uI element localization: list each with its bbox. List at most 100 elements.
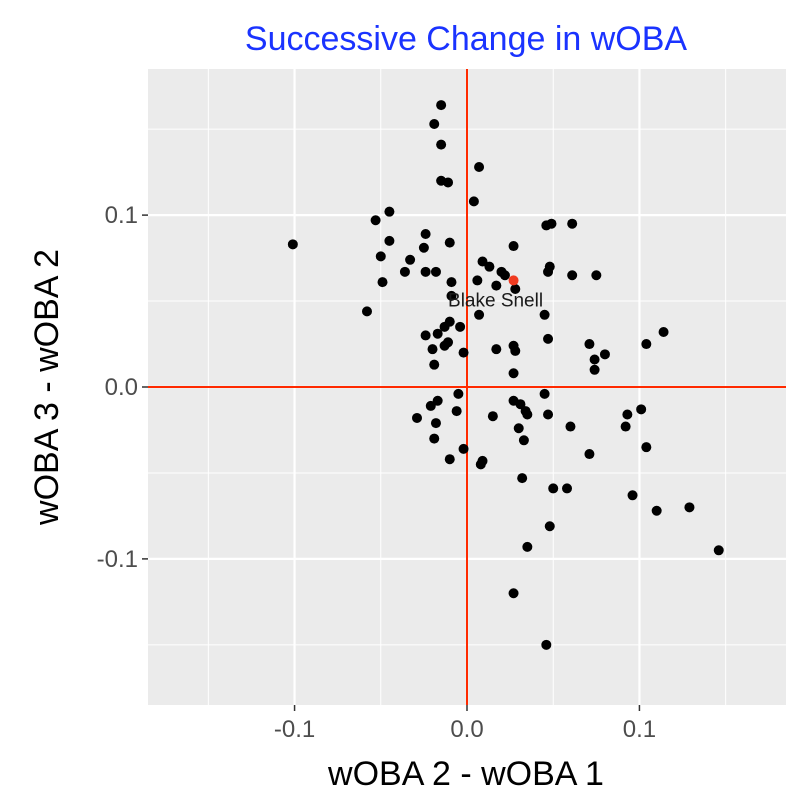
- data-point: [539, 388, 550, 399]
- x-tick-label: 0.0: [450, 716, 483, 743]
- data-point: [444, 454, 455, 465]
- data-point: [543, 333, 554, 344]
- data-point: [399, 266, 410, 277]
- data-point: [418, 242, 429, 253]
- data-point: [622, 409, 633, 420]
- data-point: [384, 206, 395, 217]
- data-point: [562, 483, 573, 494]
- data-point: [543, 266, 554, 277]
- data-point: [475, 459, 486, 470]
- data-point: [429, 119, 440, 130]
- data-point: [420, 330, 431, 341]
- data-point: [370, 215, 381, 226]
- data-point: [713, 545, 724, 556]
- data-points: Blake Snell: [287, 100, 724, 650]
- data-point: [477, 256, 488, 267]
- y-tick-label: 0.0: [105, 374, 138, 401]
- data-point: [544, 521, 555, 532]
- y-axis-label: wOBA 3 - wOBA 2: [28, 249, 66, 526]
- data-point: [453, 388, 464, 399]
- chart-title: Successive Change in wOBA: [245, 20, 688, 58]
- x-tick-label: 0.1: [623, 716, 656, 743]
- data-point: [539, 309, 550, 320]
- data-point: [420, 229, 431, 240]
- data-point: [472, 275, 483, 286]
- data-point: [599, 349, 610, 360]
- data-point: [474, 161, 485, 172]
- data-point: [429, 433, 440, 444]
- data-point: [543, 409, 554, 420]
- data-point: [641, 339, 652, 350]
- data-point: [541, 639, 552, 650]
- data-point: [444, 316, 455, 327]
- reference-lines: [148, 69, 786, 705]
- data-point: [491, 280, 502, 291]
- data-point: [522, 409, 533, 420]
- data-point: [684, 502, 695, 513]
- data-point: [546, 218, 557, 229]
- data-point: [584, 339, 595, 350]
- data-point: [468, 196, 479, 207]
- data-point: [375, 251, 386, 262]
- data-point: [430, 418, 441, 429]
- data-point: [589, 364, 600, 375]
- data-point: [443, 177, 454, 188]
- data-point: [427, 344, 438, 355]
- data-point: [508, 368, 519, 379]
- data-point: [584, 449, 595, 460]
- data-point: [474, 309, 485, 320]
- data-point: [508, 241, 519, 252]
- data-point: [499, 270, 510, 281]
- data-point: [589, 354, 600, 365]
- data-point: [636, 404, 647, 415]
- data-point: [439, 340, 450, 351]
- data-point: [436, 139, 447, 150]
- x-axis-ticks: -0.1 0.0 0.1: [274, 705, 656, 743]
- data-point: [484, 261, 495, 272]
- data-point: [591, 270, 602, 281]
- data-point: [567, 218, 578, 229]
- data-point: [446, 277, 457, 288]
- data-point: [641, 442, 652, 453]
- x-tick-label: -0.1: [274, 716, 315, 743]
- data-point: [361, 306, 372, 317]
- highlight-label: Blake Snell: [448, 290, 543, 311]
- data-point: [510, 345, 521, 356]
- data-point: [510, 284, 521, 295]
- data-point: [444, 237, 455, 248]
- data-point: [522, 541, 533, 552]
- data-point: [377, 277, 388, 288]
- data-point: [384, 235, 395, 246]
- data-point: [491, 344, 502, 355]
- data-point: [446, 290, 457, 301]
- data-point: [517, 473, 528, 484]
- data-point: [432, 328, 443, 339]
- data-point: [658, 326, 669, 337]
- y-tick-label: 0.1: [105, 202, 138, 229]
- data-point: [458, 347, 469, 358]
- data-point: [565, 421, 576, 432]
- y-tick-label: -0.1: [97, 546, 138, 573]
- data-point: [458, 443, 469, 454]
- x-axis-label: wOBA 2 - wOBA 1: [327, 755, 604, 793]
- data-point: [515, 399, 526, 410]
- data-point: [508, 588, 519, 599]
- data-point: [451, 406, 462, 417]
- data-point: [430, 266, 441, 277]
- y-axis-ticks: -0.1 0.0 0.1: [97, 202, 148, 573]
- data-point: [620, 421, 631, 432]
- data-point: [651, 505, 662, 516]
- data-point: [455, 321, 466, 332]
- data-point: [627, 490, 638, 501]
- data-point: [432, 395, 443, 406]
- data-point: [287, 239, 298, 250]
- data-point: [548, 483, 559, 494]
- highlight-point: [508, 275, 519, 286]
- data-point: [436, 100, 447, 111]
- data-point: [487, 411, 498, 422]
- data-point: [513, 423, 524, 434]
- data-point: [429, 359, 440, 370]
- data-point: [420, 266, 431, 277]
- data-point: [425, 400, 436, 411]
